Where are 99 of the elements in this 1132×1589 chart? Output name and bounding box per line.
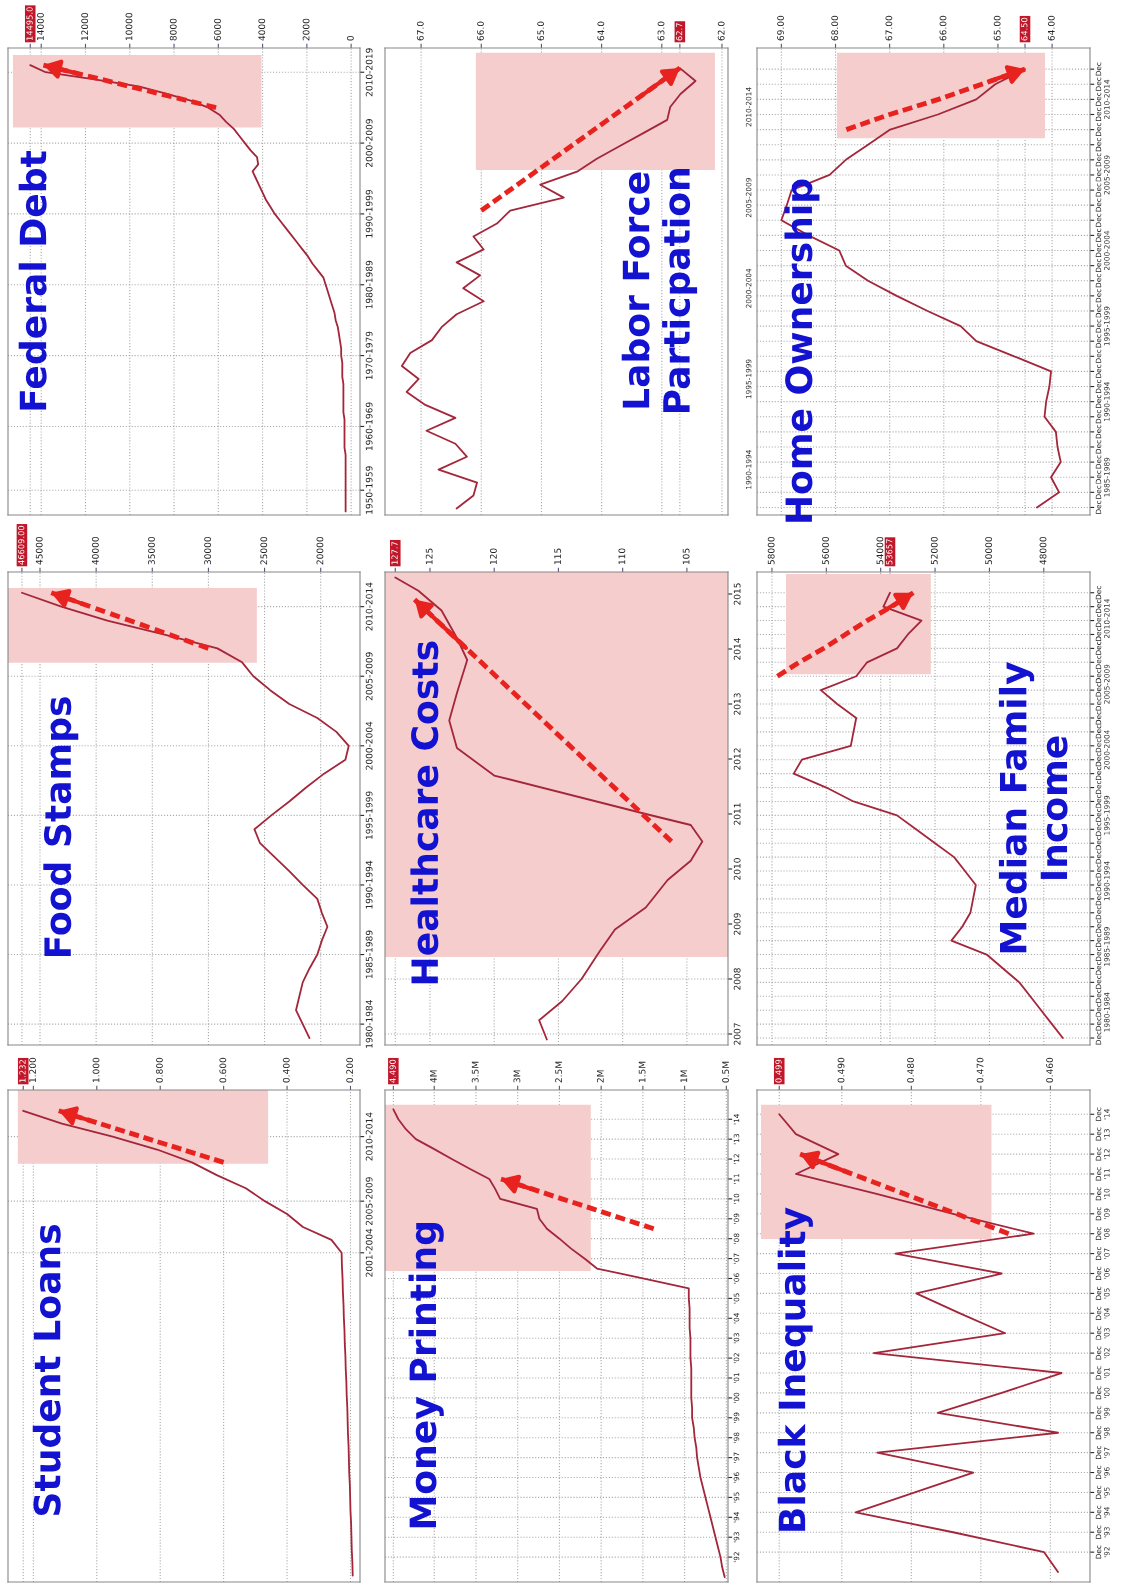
- x-tick-label: 30000: [204, 536, 212, 565]
- x-tick-label: 12000: [81, 12, 89, 41]
- x-tick-label: 105: [682, 548, 690, 565]
- y-tick-label: 1995-1999: [365, 791, 373, 839]
- text: Black Inequality: [777, 1207, 813, 1531]
- x-tick-label: 120: [489, 548, 497, 565]
- x-tick-label: 1M: [680, 1070, 688, 1083]
- x-tick-label: 64.0: [597, 21, 605, 41]
- y-tick-label: 2015: [733, 583, 741, 605]
- x-tick-label: 66.00: [939, 15, 947, 41]
- x-tick-label: 20000: [316, 536, 324, 565]
- x-tick-label: 4M: [430, 1070, 437, 1083]
- x-tick-label: 3.5M: [471, 1061, 479, 1083]
- y-tick-label: 2010-2019: [365, 48, 373, 97]
- x-tick-label: 0.400: [282, 1057, 290, 1083]
- y-tick-label: 2010-2014: [365, 1112, 373, 1161]
- x-tick-label: 58000: [767, 536, 775, 565]
- y-tick-label: 2008: [733, 968, 741, 990]
- text: Healthcare Costs: [410, 641, 439, 984]
- text: Labor Force Particpation: [621, 169, 698, 413]
- x-tick-label: 1.200: [29, 1057, 36, 1083]
- x-tick-label: 52000: [930, 536, 938, 565]
- x-tick-label: 14000: [37, 12, 44, 41]
- text: Home Ownership: [784, 179, 820, 522]
- x-tick-label: 0.499: [775, 1059, 782, 1083]
- text: Food Stamps: [43, 697, 79, 957]
- x-tick-label: 115: [554, 548, 562, 565]
- x-tick-label: 25000: [260, 536, 268, 565]
- x-tick-label: 8000: [169, 18, 177, 41]
- x-tick-label: 62.0: [717, 21, 725, 41]
- x-tick-label: 0.460: [1046, 1057, 1053, 1083]
- x-tick-label: 10000: [125, 12, 133, 41]
- x-tick-label: 64.50: [1021, 17, 1028, 41]
- x-tick-label: 0.470: [976, 1057, 984, 1083]
- x-tick-label: 0.800: [156, 1057, 163, 1083]
- x-tick-label: 0.480: [907, 1057, 914, 1083]
- x-tick-label: 2M: [596, 1070, 604, 1083]
- x-tick-label: 67.00: [885, 15, 893, 41]
- y-tick-label: 2014: [733, 638, 741, 660]
- x-tick-label: 0.5M: [722, 1061, 729, 1083]
- x-tick-label: 67.0: [416, 21, 424, 41]
- y-tick-label: 1970-1979: [365, 331, 373, 380]
- y-tick-label: 2012: [733, 748, 741, 770]
- y-tick-label: 1950-1959: [365, 466, 373, 514]
- text: Federal Debt: [18, 150, 47, 410]
- y-tick-label: 2007: [733, 1023, 741, 1045]
- y-tick-label: 2000-2004: [365, 721, 373, 770]
- x-tick-label: 110: [618, 548, 626, 565]
- y-tick-label: 2000-2009: [365, 119, 373, 168]
- x-tick-label: 66.0: [477, 21, 484, 41]
- x-tick-label: 0.490: [837, 1057, 845, 1083]
- x-tick-label: 127.7: [391, 541, 398, 565]
- x-tick-label: 1.000: [92, 1057, 100, 1083]
- x-tick-label: 46609.00: [18, 525, 25, 565]
- x-tick-label: 1.232: [19, 1060, 26, 1083]
- text: Median Family Income: [998, 662, 1068, 953]
- text: Student Loans: [32, 1225, 61, 1515]
- x-tick-label: 0.200: [346, 1057, 354, 1083]
- x-tick-label: 65.0: [537, 21, 545, 41]
- y-tick-label: 2009: [733, 913, 741, 935]
- x-tick-label: 3M: [513, 1070, 521, 1083]
- x-tick-label: 65.00: [993, 15, 1001, 41]
- x-tick-label: 53657: [886, 539, 893, 565]
- y-tick-label: 2010: [733, 858, 741, 880]
- y-tick-label: 1980-1984: [365, 1000, 373, 1048]
- x-tick-label: 64.00: [1047, 15, 1055, 41]
- y-tick-label: 1985-1989: [365, 930, 373, 979]
- x-tick-label: 69.00: [777, 15, 784, 41]
- x-tick-label: 56000: [822, 536, 829, 565]
- x-tick-label: 63.0: [657, 21, 665, 41]
- y-tick-label: 2001-2004: [365, 1228, 373, 1277]
- x-tick-label: 62.7: [675, 23, 683, 41]
- x-tick-label: 4.490: [389, 1059, 396, 1083]
- x-tick-label: 2.5M: [555, 1061, 563, 1083]
- text: Money Printing: [408, 1223, 444, 1528]
- y-tick-label: 1980-1989: [365, 260, 373, 309]
- x-tick-label: 0: [346, 35, 354, 41]
- x-tick-label: 4000: [258, 18, 266, 41]
- x-tick-label: 48000: [1039, 536, 1047, 565]
- y-tick-label: 1990-1999: [365, 189, 373, 238]
- x-tick-label: 2000: [302, 18, 310, 41]
- y-tick-label: 2005-2009: [365, 1177, 373, 1226]
- y-tick-label: 2010-2014: [365, 582, 373, 631]
- x-tick-label: 6000: [214, 18, 221, 41]
- x-tick-label: 14495.0: [26, 7, 33, 41]
- x-tick-label: 1.5M: [638, 1061, 646, 1083]
- y-tick-label: 2011: [733, 803, 741, 825]
- x-tick-label: 68.00: [831, 15, 839, 41]
- x-tick-label: 45000: [35, 536, 43, 565]
- x-tick-label: 0.600: [219, 1057, 227, 1083]
- x-tick-label: 40000: [91, 536, 99, 565]
- y-tick-label: 1990-1994: [365, 860, 373, 909]
- y-tick-label: 1960-1969: [365, 402, 373, 451]
- x-tick-label: 35000: [148, 536, 155, 565]
- y-tick-label: 2013: [733, 693, 741, 715]
- x-tick-label: 125: [425, 548, 433, 565]
- x-tick-label: 54000: [876, 536, 884, 565]
- x-tick-label: 50000: [985, 536, 993, 565]
- y-tick-label: 2005-2009: [365, 652, 373, 701]
